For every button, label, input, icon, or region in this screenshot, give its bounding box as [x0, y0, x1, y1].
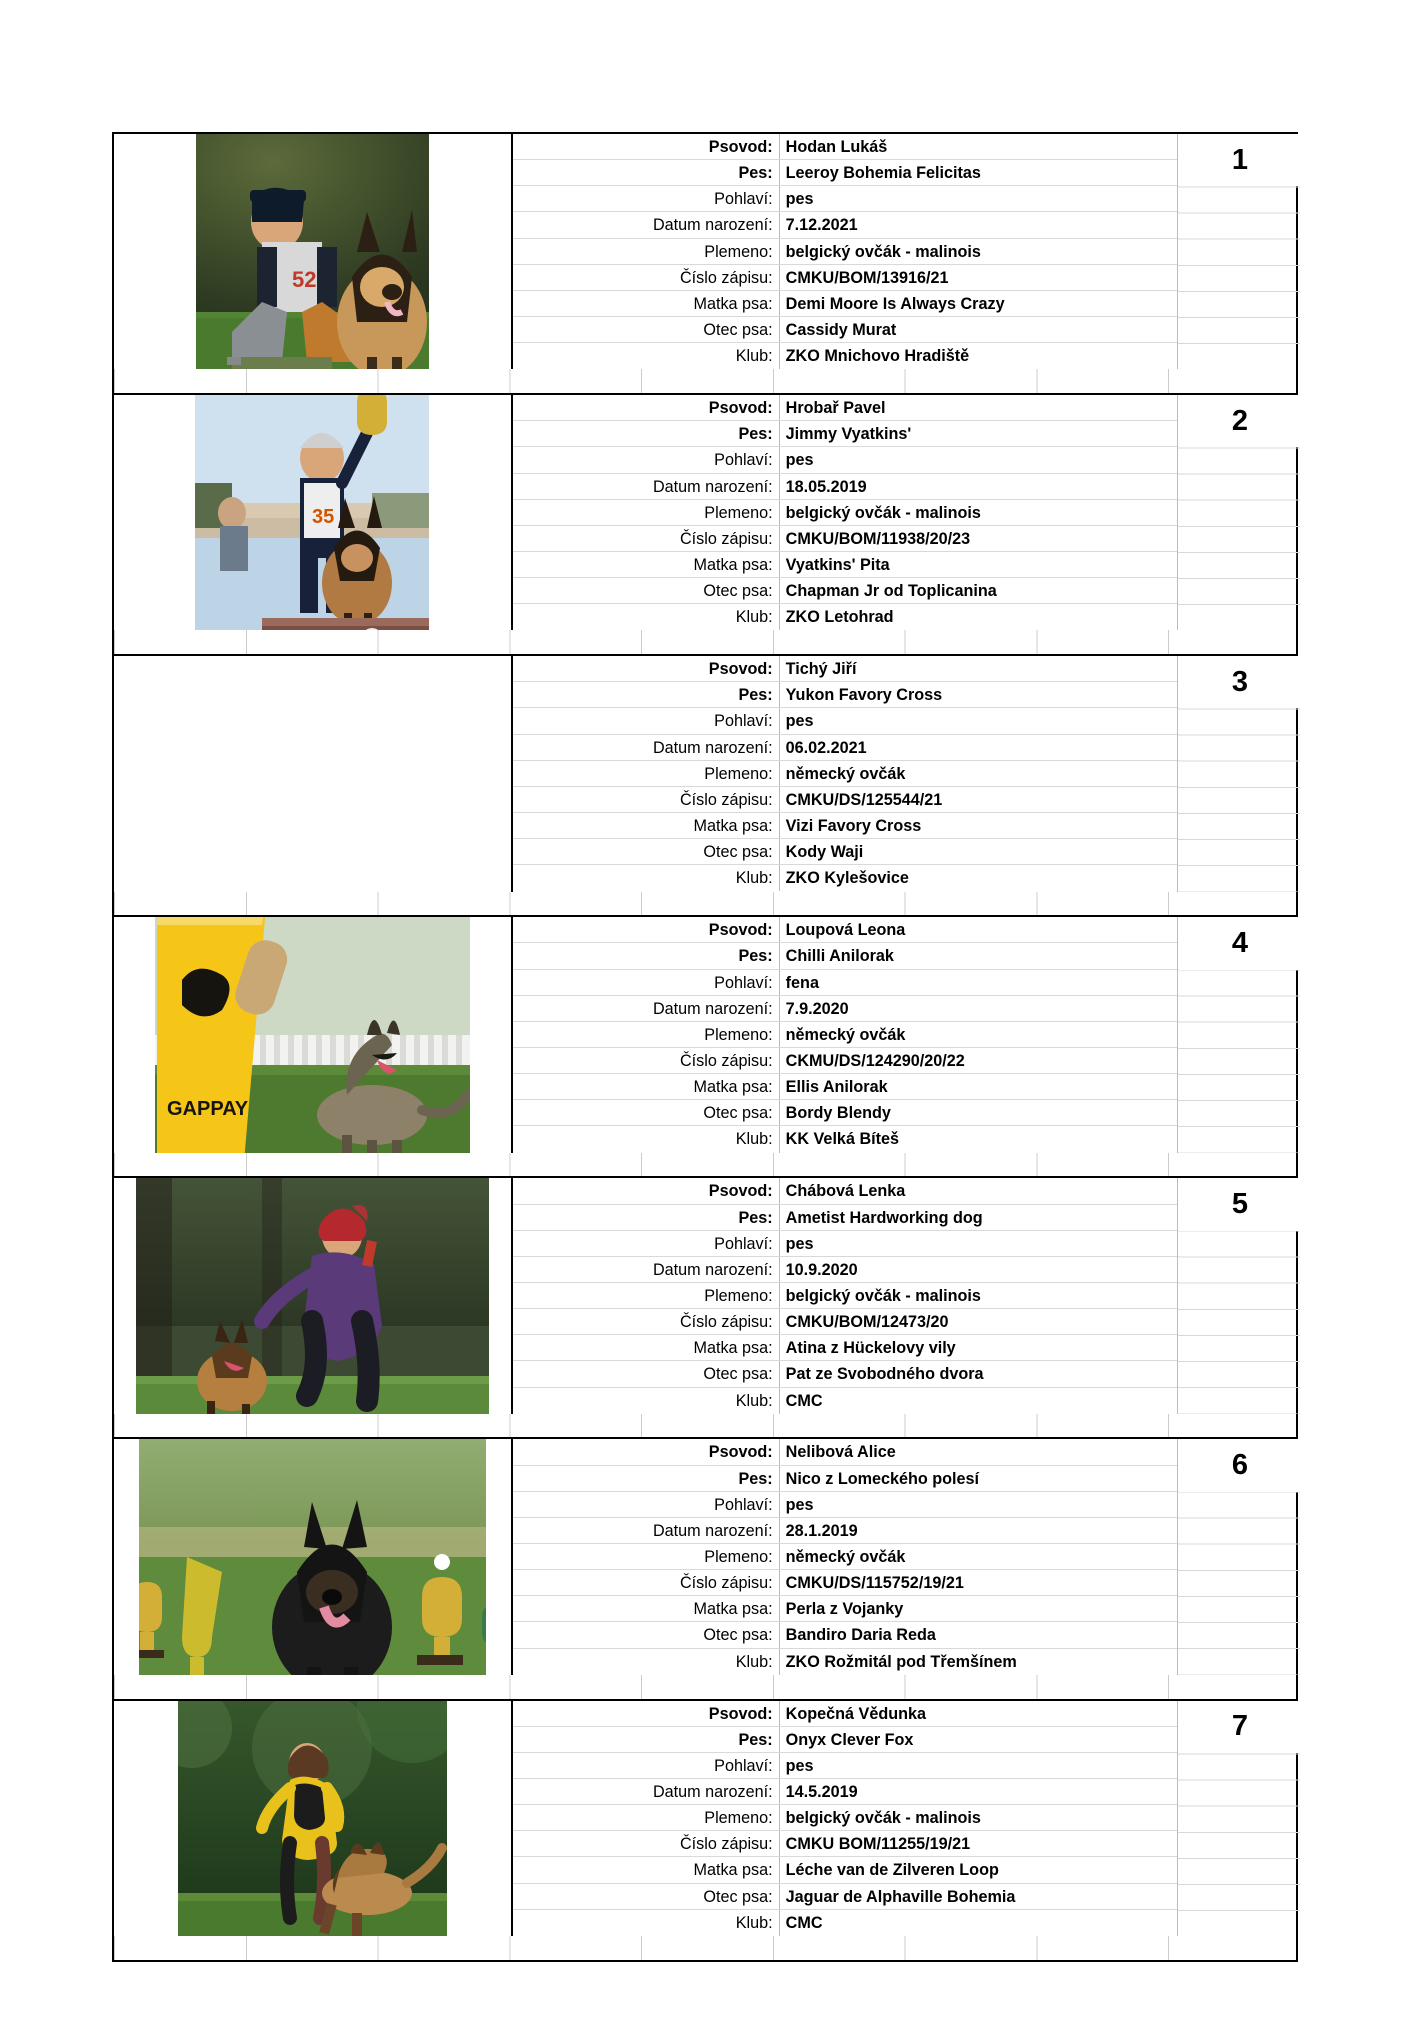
svg-text:52: 52 [292, 267, 316, 292]
svg-text:GAPPAY: GAPPAY [167, 1098, 249, 1120]
svg-text:35: 35 [312, 506, 334, 528]
svg-text:5: 5 [297, 1796, 308, 1818]
